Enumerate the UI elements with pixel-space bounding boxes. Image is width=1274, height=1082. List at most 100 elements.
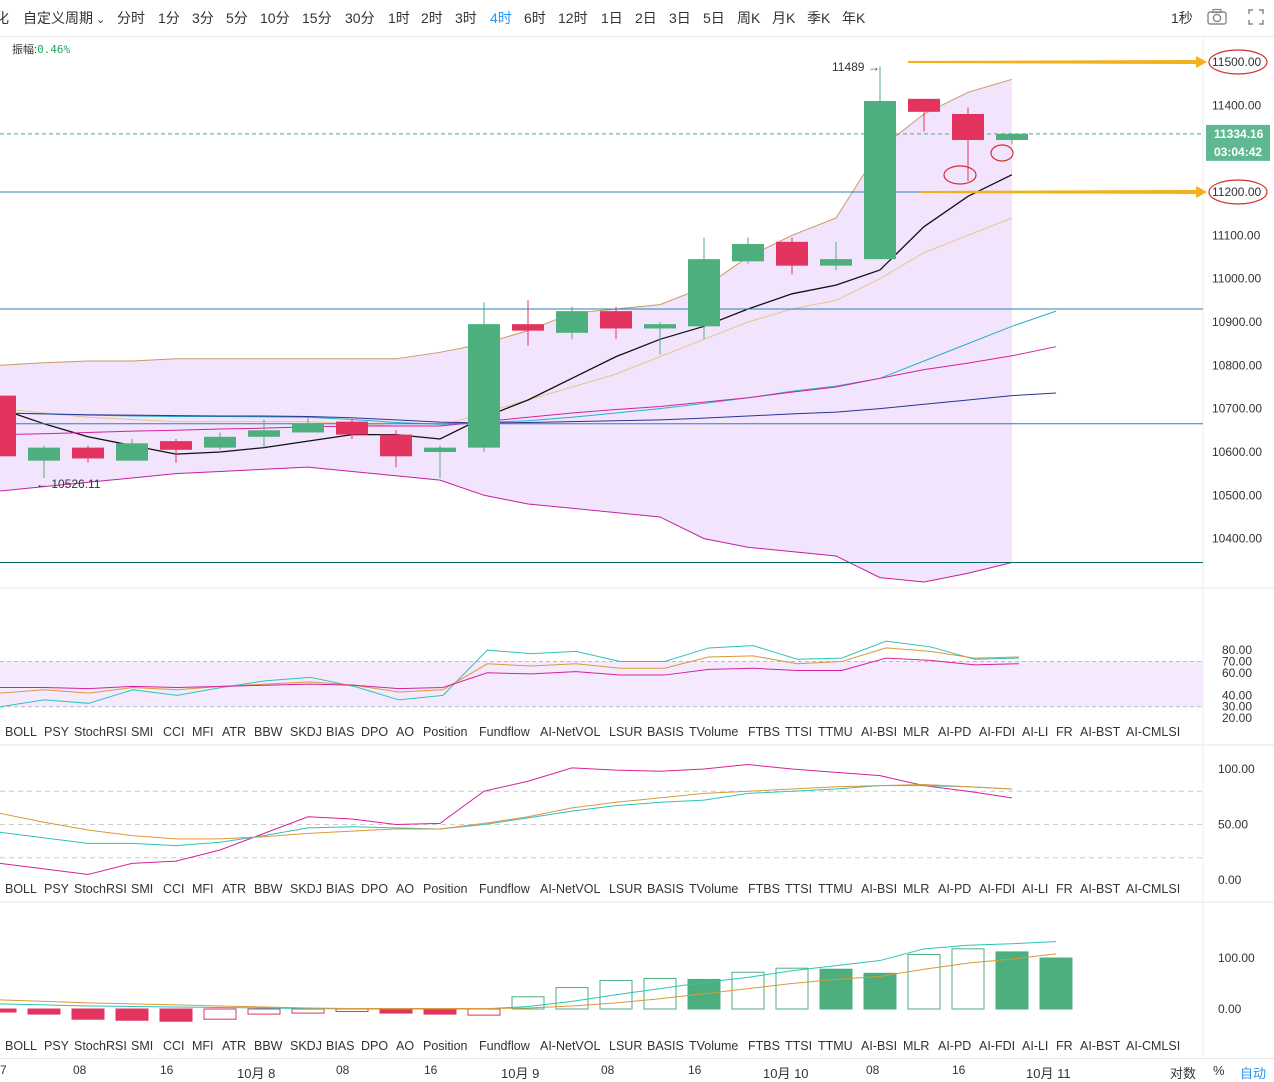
fullscreen-icon[interactable] [1247, 8, 1265, 30]
indicator-tab-psy[interactable]: PSY [44, 725, 70, 739]
indicator-tab-ai-netvol[interactable]: AI-NetVOL [540, 725, 601, 739]
indicator-tab-ftbs[interactable]: FTBS [748, 725, 780, 739]
indicator-tab-cci[interactable]: CCI [163, 1039, 185, 1053]
period-14[interactable]: 1日 [601, 10, 623, 26]
indicator-tab-ftbs[interactable]: FTBS [748, 1039, 780, 1053]
indicator-tab-basis[interactable]: BASIS [647, 1039, 684, 1053]
indicator-tab-ai-netvol[interactable]: AI-NetVOL [540, 1039, 601, 1053]
indicator-tab-dpo[interactable]: DPO [361, 1039, 389, 1053]
indicator-tab-skdj[interactable]: SKDJ [290, 725, 322, 739]
indicator-tab-bbw[interactable]: BBW [254, 1039, 283, 1053]
indicator-tab-ai-netvol[interactable]: AI-NetVOL [540, 882, 601, 896]
indicator-tab-ai-cmlsi[interactable]: AI-CMLSI [1126, 1039, 1181, 1053]
indicator-tab-smi[interactable]: SMI [131, 882, 154, 896]
period-15[interactable]: 2日 [635, 10, 657, 26]
period-18[interactable]: 周K [737, 10, 761, 26]
indicator-tab-position[interactable]: Position [423, 725, 468, 739]
indicator-tab-ftbs[interactable]: FTBS [748, 882, 780, 896]
toolbar-partial-item[interactable]: 化 [0, 10, 9, 26]
indicator-tab-atr[interactable]: ATR [222, 1039, 247, 1053]
indicator-tab-fr[interactable]: FR [1056, 1039, 1073, 1053]
indicator-tab-boll[interactable]: BOLL [5, 725, 37, 739]
period-17[interactable]: 5日 [703, 10, 725, 26]
indicator-tab-basis[interactable]: BASIS [647, 725, 684, 739]
indicator-tab-mfi[interactable]: MFI [192, 1039, 214, 1053]
indicator-tab-skdj[interactable]: SKDJ [290, 882, 322, 896]
indicator-tab-atr[interactable]: ATR [222, 882, 247, 896]
period-3[interactable]: 3分 [192, 10, 214, 26]
indicator-tab-ai-fdi[interactable]: AI-FDI [979, 725, 1016, 739]
indicator-tab-stochrsi[interactable]: StochRSI [74, 1039, 127, 1053]
indicator-tab-dpo[interactable]: DPO [361, 725, 389, 739]
indicator-tab-position[interactable]: Position [423, 882, 468, 896]
indicator-tab-bbw[interactable]: BBW [254, 725, 283, 739]
period-12[interactable]: 6时 [524, 10, 546, 26]
indicator-tab-boll[interactable]: BOLL [5, 1039, 37, 1053]
indicator-tab-fr[interactable]: FR [1056, 882, 1073, 896]
indicator-tab-fundflow[interactable]: Fundflow [479, 1039, 530, 1053]
indicator-tab-ai-li[interactable]: AI-LI [1022, 725, 1049, 739]
period-13[interactable]: 12时 [558, 10, 588, 26]
indicator-tab-fundflow[interactable]: Fundflow [479, 725, 530, 739]
period-9[interactable]: 2时 [421, 10, 443, 26]
indicator-tab-ao[interactable]: AO [396, 882, 415, 896]
log-scale-button[interactable]: 对数 [1170, 1066, 1197, 1081]
indicator-tab-dpo[interactable]: DPO [361, 882, 389, 896]
indicator-tab-mfi[interactable]: MFI [192, 725, 214, 739]
indicator-tab-fundflow[interactable]: Fundflow [479, 882, 530, 896]
period-8[interactable]: 1时 [388, 10, 410, 26]
auto-scale-button[interactable]: 自动 [1240, 1066, 1267, 1081]
period-21[interactable]: 年K [842, 10, 866, 26]
indicator-tab-cci[interactable]: CCI [163, 725, 185, 739]
indicator-tab-ai-fdi[interactable]: AI-FDI [979, 882, 1016, 896]
indicator-tab-tvolume[interactable]: TVolume [689, 725, 739, 739]
indicator-tab-ao[interactable]: AO [396, 1039, 415, 1053]
indicator-tab-mfi[interactable]: MFI [192, 882, 214, 896]
indicator-tab-boll[interactable]: BOLL [5, 882, 37, 896]
indicator-tab-ai-bst[interactable]: AI-BST [1080, 1039, 1121, 1053]
indicator-tab-smi[interactable]: SMI [131, 1039, 154, 1053]
indicator-tab-position[interactable]: Position [423, 1039, 468, 1053]
indicator-tab-ai-pd[interactable]: AI-PD [938, 882, 972, 896]
indicator-tab-ai-fdi[interactable]: AI-FDI [979, 1039, 1016, 1053]
indicator-tab-ttmu[interactable]: TTMU [818, 1039, 853, 1053]
price-chart[interactable]: 11489 → ← 10526.11 11500.00 11400.00 11200.0… [0, 0, 1274, 1058]
indicator-tab-ao[interactable]: AO [396, 725, 415, 739]
indicator-tab-bbw[interactable]: BBW [254, 882, 283, 896]
indicator-tab-ttsi[interactable]: TTSI [785, 882, 813, 896]
indicator-tab-mlr[interactable]: MLR [903, 1039, 930, 1053]
period-19[interactable]: 月K [772, 10, 796, 26]
indicator-tab-bias[interactable]: BIAS [326, 1039, 355, 1053]
indicator-tab-psy[interactable]: PSY [44, 882, 70, 896]
indicator-tab-ai-bsi[interactable]: AI-BSI [861, 882, 898, 896]
period-7[interactable]: 30分 [345, 10, 375, 26]
indicator-tab-ttmu[interactable]: TTMU [818, 725, 853, 739]
indicator-tab-ttmu[interactable]: TTMU [818, 882, 853, 896]
indicator-tab-lsur[interactable]: LSUR [609, 725, 643, 739]
indicator-tab-ai-bsi[interactable]: AI-BSI [861, 1039, 898, 1053]
indicator-tab-ai-li[interactable]: AI-LI [1022, 882, 1049, 896]
custom-period-dropdown[interactable]: 自定义周期 ⌄ [23, 10, 106, 26]
indicator-tab-tvolume[interactable]: TVolume [689, 882, 739, 896]
period-2[interactable]: 1分 [158, 10, 180, 26]
indicator-tab-ttsi[interactable]: TTSI [785, 725, 813, 739]
period-10[interactable]: 3时 [455, 10, 477, 26]
indicator-tab-cci[interactable]: CCI [163, 882, 185, 896]
period-4[interactable]: 5分 [226, 10, 248, 26]
period-11[interactable]: 4时 [490, 10, 512, 26]
period-6[interactable]: 15分 [302, 10, 332, 26]
indicator-tab-atr[interactable]: ATR [222, 725, 247, 739]
period-16[interactable]: 3日 [669, 10, 691, 26]
indicator-tab-lsur[interactable]: LSUR [609, 1039, 643, 1053]
indicator-tab-ai-pd[interactable]: AI-PD [938, 725, 972, 739]
indicator-tab-mlr[interactable]: MLR [903, 725, 930, 739]
indicator-tab-ai-bst[interactable]: AI-BST [1080, 725, 1121, 739]
indicator-tab-tvolume[interactable]: TVolume [689, 1039, 739, 1053]
indicator-tab-bias[interactable]: BIAS [326, 882, 355, 896]
indicator-tab-ai-li[interactable]: AI-LI [1022, 1039, 1049, 1053]
indicator-tab-psy[interactable]: PSY [44, 1039, 70, 1053]
indicator-tab-fr[interactable]: FR [1056, 725, 1073, 739]
indicator-tab-basis[interactable]: BASIS [647, 882, 684, 896]
indicator-tab-ai-cmlsi[interactable]: AI-CMLSI [1126, 725, 1181, 739]
indicator-tab-ai-pd[interactable]: AI-PD [938, 1039, 972, 1053]
